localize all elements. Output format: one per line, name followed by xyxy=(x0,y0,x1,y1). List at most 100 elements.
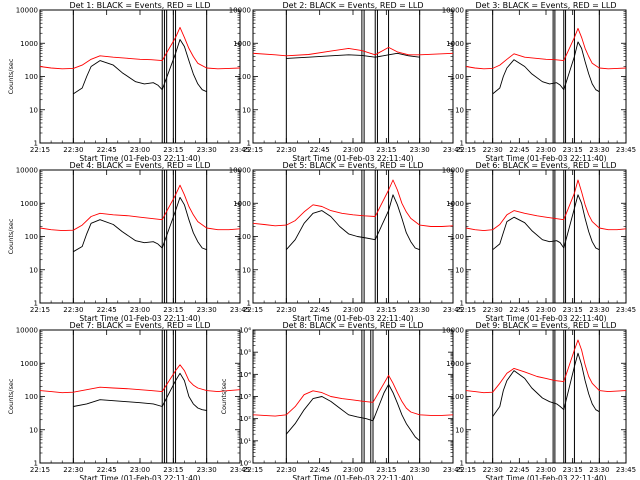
series-line-black xyxy=(73,196,207,253)
y-tick-label: 10⁰ xyxy=(239,460,251,468)
x-tick-label: 23:45 xyxy=(616,146,636,154)
series-line-black xyxy=(285,194,420,251)
x-tick-label: 23:00 xyxy=(536,306,556,314)
x-axis-label: Start Time (01-Feb-03 22:11:40) xyxy=(292,314,413,323)
panel-det-9: 1 10 100 1000 10000 22:15 22:30 22:45 23:00 23:15… xyxy=(442,321,636,480)
x-tick-label: 23:00 xyxy=(536,466,556,474)
y-axis-label: Counts/sec xyxy=(7,218,15,254)
series-line-black xyxy=(492,352,600,417)
y-tick-label: 100 xyxy=(25,393,38,401)
y-tick-label: 1000 xyxy=(233,40,251,48)
chart-title: Det 2: BLACK = Events, RED = LLD xyxy=(283,1,424,10)
y-axis-label: Counts/sec xyxy=(7,58,15,94)
series-line-black xyxy=(285,383,420,442)
x-tick-label: 23:00 xyxy=(130,466,150,474)
x-tick-label: 23:00 xyxy=(343,306,363,314)
y-tick-label: 10 xyxy=(29,426,38,434)
x-tick-label: 23:15 xyxy=(376,306,396,314)
x-tick-label: 22:15 xyxy=(243,466,263,474)
x-tick-label: 23:00 xyxy=(343,146,363,154)
x-tick-label: 23:30 xyxy=(410,146,430,154)
chart-title: Det 3: BLACK = Events, RED = LLD xyxy=(476,1,617,10)
x-tick-label: 23:30 xyxy=(589,466,609,474)
y-tick-label: 1 xyxy=(247,140,251,148)
chart-title: Det 1: BLACK = Events, RED = LLD xyxy=(70,1,211,10)
x-tick-label: 22:30 xyxy=(276,466,296,474)
y-tick-label: 1 xyxy=(34,140,38,148)
x-tick-label: 22:15 xyxy=(30,146,50,154)
y-tick-label: 10⁶ xyxy=(239,327,251,335)
y-tick-label: 100 xyxy=(25,233,38,241)
y-tick-label: 1 xyxy=(460,460,464,468)
x-axis-label: Start Time (01-Feb-03 22:11:40) xyxy=(292,474,413,480)
plot-frame xyxy=(252,169,454,304)
y-tick-label: 1 xyxy=(34,300,38,308)
x-tick-label: 23:45 xyxy=(443,466,463,474)
x-tick-label: 23:15 xyxy=(163,466,183,474)
panel-det-1: 1 10 100 1000 10000 22:15 22:30 22:45 23:00 23:15… xyxy=(7,1,250,163)
y-tick-label: 10 xyxy=(29,106,38,114)
plot-frame xyxy=(465,9,627,144)
series-line-red xyxy=(39,364,241,394)
x-tick-label: 22:30 xyxy=(63,146,83,154)
x-tick-label: 23:45 xyxy=(230,306,250,314)
x-tick-label: 22:30 xyxy=(483,306,503,314)
chart-title: Det 8: BLACK = Events, RED = LLD xyxy=(283,321,424,330)
panel-det-4: 1 10 100 1000 10000 22:15 22:30 22:45 23:00 23:15… xyxy=(7,161,250,323)
x-tick-label: 23:45 xyxy=(443,146,463,154)
y-tick-label: 10 xyxy=(455,106,464,114)
y-tick-label: 1000 xyxy=(446,200,464,208)
x-tick-label: 22:30 xyxy=(276,146,296,154)
plot-frame xyxy=(39,329,241,464)
x-tick-label: 22:45 xyxy=(509,146,529,154)
x-tick-label: 23:15 xyxy=(563,146,583,154)
plot-frame xyxy=(39,9,241,144)
panel-det-3: 1 10 100 1000 10000 22:15 22:30 22:45 23:00 23:15… xyxy=(442,1,636,163)
y-tick-label: 1 xyxy=(460,300,464,308)
chart-title: Det 5: BLACK = Events, RED = LLD xyxy=(283,161,424,170)
y-tick-label: 1 xyxy=(34,460,38,468)
plot-frame xyxy=(252,329,454,464)
panel-det-6: 1 10 100 1000 10000 22:15 22:30 22:45 23:00 23:15… xyxy=(442,161,636,323)
x-axis-label: Start Time (01-Feb-03 22:11:40) xyxy=(79,474,200,480)
y-tick-label: 1000 xyxy=(446,40,464,48)
y-tick-label: 10000 xyxy=(442,167,464,175)
y-tick-label: 1000 xyxy=(233,200,251,208)
y-tick-label: 10000 xyxy=(16,327,38,335)
x-tick-label: 23:30 xyxy=(589,306,609,314)
y-axis-label: Counts/sec xyxy=(7,378,15,414)
x-tick-label: 22:15 xyxy=(243,146,263,154)
series-line-red xyxy=(252,179,454,227)
x-tick-label: 23:45 xyxy=(616,306,636,314)
y-tick-label: 10000 xyxy=(229,167,251,175)
y-tick-label: 10000 xyxy=(442,327,464,335)
x-tick-label: 22:45 xyxy=(310,306,330,314)
panel-det-2: 1 10 100 1000 10000 22:15 22:30 22:45 23:00 23:15… xyxy=(229,1,463,163)
plot-frame xyxy=(252,9,454,144)
y-tick-label: 1000 xyxy=(20,360,38,368)
chart-title: Det 4: BLACK = Events, RED = LLD xyxy=(70,161,211,170)
y-tick-label: 1 xyxy=(247,300,251,308)
x-tick-label: 23:30 xyxy=(410,306,430,314)
y-tick-label: 100 xyxy=(451,233,464,241)
y-tick-label: 10 xyxy=(242,266,251,274)
x-tick-label: 22:45 xyxy=(509,306,529,314)
x-axis-label: Start Time (01-Feb-03 22:11:40) xyxy=(485,314,606,323)
series-line-black xyxy=(73,372,207,411)
x-axis-label: Start Time (01-Feb-03 22:11:40) xyxy=(485,474,606,480)
x-tick-label: 23:45 xyxy=(230,466,250,474)
x-tick-label: 22:45 xyxy=(509,466,529,474)
x-tick-label: 23:30 xyxy=(410,466,430,474)
x-tick-label: 23:30 xyxy=(197,146,217,154)
x-tick-label: 23:15 xyxy=(563,466,583,474)
series-line-black xyxy=(286,52,420,59)
panel-det-8: 10⁰ 10¹ 10² 10³ 10⁴ 10⁵ 10⁶ 22:15 22:30 22:45 23:0… xyxy=(220,321,463,480)
x-tick-label: 22:15 xyxy=(243,306,263,314)
y-tick-label: 10 xyxy=(29,266,38,274)
x-tick-label: 22:30 xyxy=(276,306,296,314)
y-tick-label: 10¹ xyxy=(239,437,251,445)
x-tick-label: 22:15 xyxy=(456,146,476,154)
x-tick-label: 23:00 xyxy=(343,466,363,474)
x-tick-label: 23:00 xyxy=(130,306,150,314)
